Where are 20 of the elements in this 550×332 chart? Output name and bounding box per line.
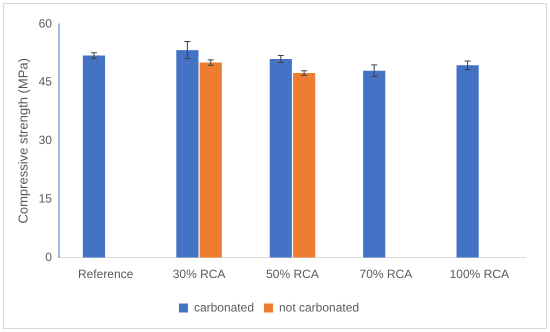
bar bbox=[200, 62, 222, 258]
y-tick-label: 30 bbox=[38, 133, 52, 148]
y-tick-label: 15 bbox=[38, 192, 52, 206]
x-tick-label: 100% RCA bbox=[450, 267, 509, 282]
bar bbox=[456, 65, 479, 258]
legend-label: not carbonated bbox=[278, 300, 360, 314]
bar bbox=[82, 56, 106, 258]
bar bbox=[363, 70, 386, 258]
x-tick-label: Reference bbox=[78, 267, 134, 282]
x-tick-label: 70% RCA bbox=[360, 267, 412, 282]
y-tick-label: 0 bbox=[45, 250, 52, 264]
bar bbox=[270, 59, 292, 258]
bar bbox=[293, 73, 316, 258]
x-tick-label: 30% RCA bbox=[172, 267, 226, 282]
x-tick-label: 50% RCA bbox=[266, 267, 319, 282]
y-tick-label: 60 bbox=[38, 16, 52, 30]
legend-label: carbonated bbox=[194, 300, 254, 314]
y-axis-title: Compressive strength (MPa) bbox=[15, 58, 30, 224]
bar bbox=[176, 50, 198, 258]
y-tick-label: 45 bbox=[38, 74, 52, 89]
